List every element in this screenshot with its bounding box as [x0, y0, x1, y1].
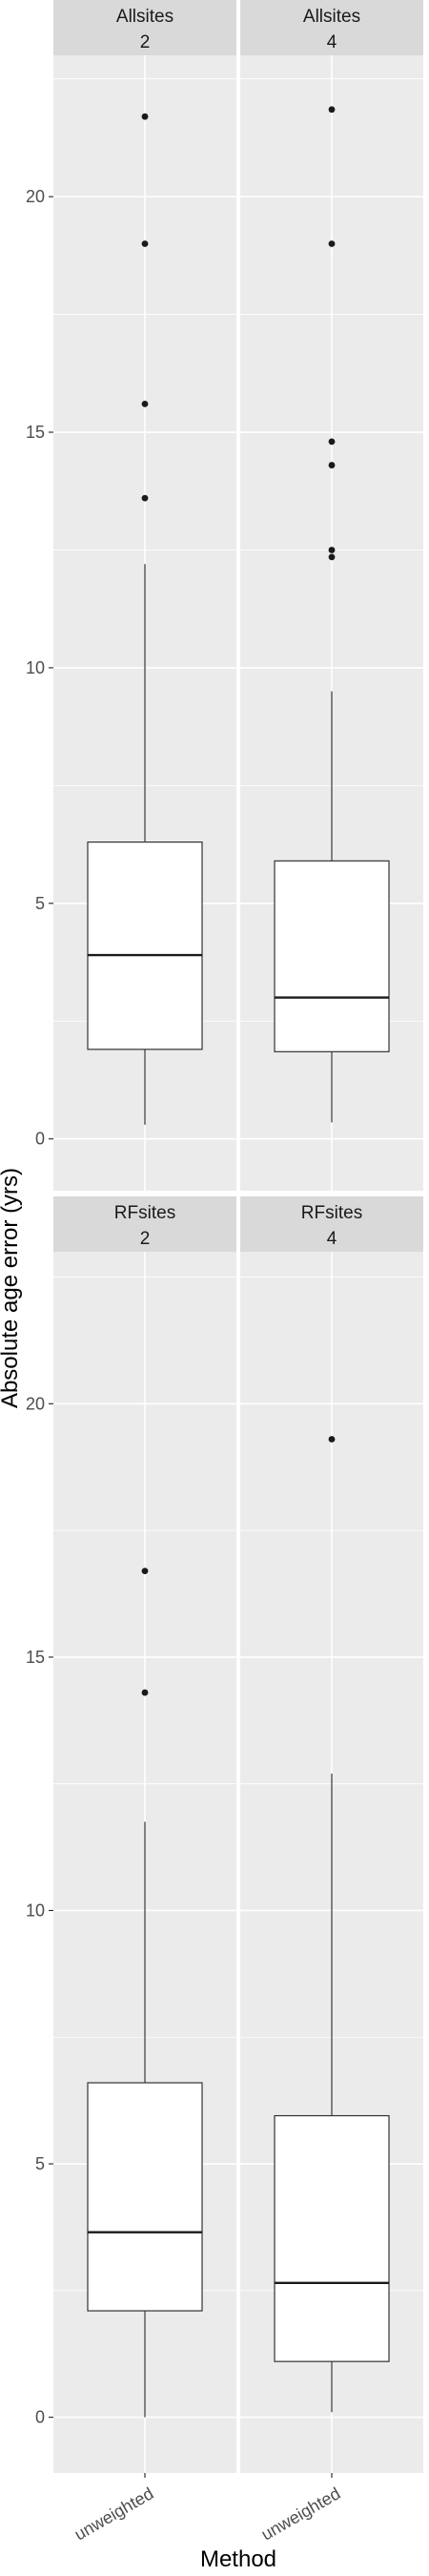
y-tick-label: 0 — [35, 2408, 45, 2427]
y-tick-label: 0 — [35, 1130, 45, 1149]
iqr-box — [274, 2114, 390, 2362]
outlier-point — [328, 438, 336, 446]
outlier-point — [141, 400, 149, 407]
facet-panel: RFsites 4 — [240, 1196, 423, 2473]
outlier-point — [328, 553, 336, 561]
facet-strip-row-label: RFsites — [301, 1203, 362, 1223]
facet-strip-col-label: 4 — [327, 1229, 337, 1249]
y-axis-title: Absolute age error (yrs) — [0, 1168, 23, 1408]
outlier-point — [328, 240, 336, 247]
y-tick-label: 20 — [26, 1394, 45, 1413]
x-axis-title: Method — [200, 2546, 276, 2572]
facet-strip-row-label: Allsites — [303, 7, 360, 27]
outlier-point — [328, 106, 336, 114]
outlier-point — [141, 1689, 149, 1696]
facet-strip-row-label: RFsites — [114, 1203, 175, 1223]
facet-strip — [240, 0, 423, 55]
y-tick-label: 5 — [35, 2154, 45, 2173]
x-tick-label: unweighted — [72, 2483, 157, 2544]
y-tick-label: 15 — [26, 423, 45, 442]
x-tick-label: unweighted — [258, 2483, 344, 2544]
facet-strip-row-label: Allsites — [116, 7, 174, 27]
outlier-point — [141, 1568, 149, 1575]
facet-panel: Allsites 4 — [240, 0, 423, 1191]
outlier-point — [141, 113, 149, 120]
iqr-box — [87, 841, 203, 1050]
y-tick-label: 10 — [26, 658, 45, 677]
outlier-point — [328, 547, 336, 553]
outlier-point — [141, 240, 149, 247]
y-tick-label: 5 — [35, 894, 45, 913]
facet-strip-col-label: 2 — [140, 1229, 151, 1249]
outlier-point — [141, 494, 149, 502]
facet-panel: RFsites 2 — [53, 1196, 236, 2473]
panels-layer: Allsites 2 Allsites 4 RFsites 2 RFsites 4 — [53, 0, 423, 2473]
y-tick-label: 20 — [26, 187, 45, 206]
facet-strip — [53, 0, 236, 55]
y-tick-label: 15 — [26, 1648, 45, 1667]
facet-strip-col-label: 4 — [327, 32, 337, 52]
facet-strip — [240, 1196, 423, 1252]
iqr-box — [274, 860, 390, 1052]
facet-strip — [53, 1196, 236, 1252]
outlier-point — [328, 462, 336, 468]
y-tick-label: 10 — [26, 1901, 45, 1920]
iqr-box — [87, 2082, 203, 2312]
outlier-point — [328, 1436, 336, 1443]
facet-panel: Allsites 2 — [53, 0, 236, 1191]
facet-strip-col-label: 2 — [140, 32, 151, 52]
